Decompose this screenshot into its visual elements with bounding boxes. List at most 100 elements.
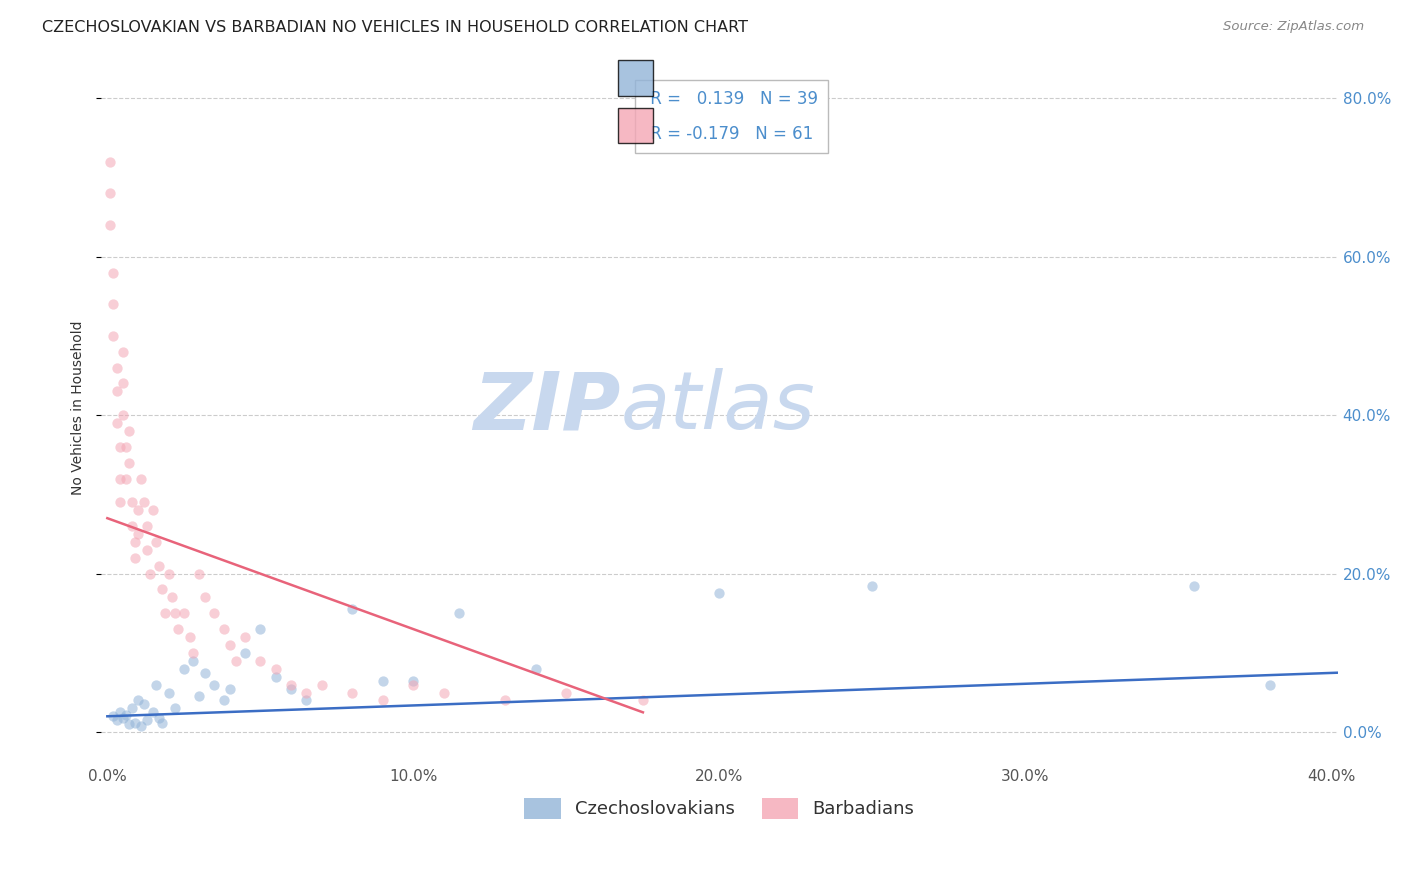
Point xyxy=(139,566,162,581)
Point xyxy=(371,673,394,688)
Point xyxy=(188,690,211,704)
Point xyxy=(136,519,159,533)
Point xyxy=(103,297,125,311)
Point xyxy=(114,472,136,486)
Point xyxy=(555,685,578,699)
Point xyxy=(129,719,152,733)
Point xyxy=(862,578,884,592)
Point xyxy=(145,535,167,549)
Point xyxy=(249,654,271,668)
Point xyxy=(160,591,183,605)
Point xyxy=(212,622,235,636)
Point xyxy=(173,607,195,621)
Point xyxy=(118,456,141,470)
Point xyxy=(118,717,141,731)
Point xyxy=(280,681,302,696)
Point xyxy=(340,602,363,616)
Point xyxy=(181,646,204,660)
Point xyxy=(148,558,170,573)
Point xyxy=(100,154,122,169)
Point xyxy=(105,416,128,430)
Text: atlas: atlas xyxy=(620,368,815,446)
FancyBboxPatch shape xyxy=(619,108,652,144)
Point xyxy=(105,384,128,399)
Point xyxy=(124,535,146,549)
Point xyxy=(114,707,136,722)
Text: R =   0.139   N = 39
 R = -0.179   N = 61: R = 0.139 N = 39 R = -0.179 N = 61 xyxy=(645,90,818,143)
Point xyxy=(142,503,165,517)
Point xyxy=(111,344,134,359)
Point xyxy=(127,693,149,707)
Point xyxy=(218,681,240,696)
Point xyxy=(132,495,155,509)
Point xyxy=(280,677,302,691)
Point xyxy=(311,677,333,691)
Point xyxy=(340,685,363,699)
Point xyxy=(100,186,122,201)
Point xyxy=(111,408,134,422)
Point xyxy=(433,685,456,699)
Point xyxy=(114,440,136,454)
Point xyxy=(233,646,256,660)
Point xyxy=(1258,677,1281,691)
Point xyxy=(249,622,271,636)
Point xyxy=(103,266,125,280)
Legend: Czechoslovakians, Barbadians: Czechoslovakians, Barbadians xyxy=(517,791,921,826)
Point xyxy=(295,693,318,707)
Point xyxy=(121,701,143,715)
Point xyxy=(264,662,287,676)
Point xyxy=(631,693,654,707)
Point xyxy=(108,472,131,486)
Point xyxy=(204,607,226,621)
Y-axis label: No Vehicles in Household: No Vehicles in Household xyxy=(72,320,86,494)
Point xyxy=(108,495,131,509)
Point xyxy=(124,715,146,730)
Point xyxy=(402,673,425,688)
FancyBboxPatch shape xyxy=(619,60,652,95)
Point xyxy=(233,630,256,644)
Point xyxy=(145,677,167,691)
Text: CZECHOSLOVAKIAN VS BARBADIAN NO VEHICLES IN HOUSEHOLD CORRELATION CHART: CZECHOSLOVAKIAN VS BARBADIAN NO VEHICLES… xyxy=(42,20,748,35)
Point xyxy=(194,665,217,680)
Point xyxy=(127,503,149,517)
Point xyxy=(152,582,174,597)
Point xyxy=(371,693,394,707)
Point xyxy=(111,711,134,725)
Point xyxy=(100,218,122,232)
Point xyxy=(173,662,195,676)
Point xyxy=(709,586,731,600)
Point xyxy=(136,542,159,557)
Point xyxy=(157,566,180,581)
Point xyxy=(1182,578,1205,592)
Point xyxy=(127,527,149,541)
Point xyxy=(148,711,170,725)
Point xyxy=(121,519,143,533)
Point xyxy=(163,607,186,621)
Point xyxy=(132,698,155,712)
Point xyxy=(225,654,247,668)
Point xyxy=(295,685,318,699)
Point xyxy=(179,630,201,644)
Point xyxy=(155,607,177,621)
Point xyxy=(188,566,211,581)
Point xyxy=(105,713,128,727)
Point xyxy=(212,693,235,707)
Point xyxy=(136,713,159,727)
Point xyxy=(121,495,143,509)
Point xyxy=(103,709,125,723)
Point xyxy=(181,654,204,668)
Point xyxy=(157,685,180,699)
Point xyxy=(264,670,287,684)
Point xyxy=(129,472,152,486)
Point xyxy=(194,591,217,605)
Point xyxy=(402,677,425,691)
Point xyxy=(108,706,131,720)
Point xyxy=(118,424,141,438)
Point xyxy=(142,706,165,720)
Point xyxy=(166,622,188,636)
Point xyxy=(163,701,186,715)
Point xyxy=(524,662,547,676)
Point xyxy=(103,329,125,343)
Text: ZIP: ZIP xyxy=(474,368,620,446)
Point xyxy=(152,715,174,730)
